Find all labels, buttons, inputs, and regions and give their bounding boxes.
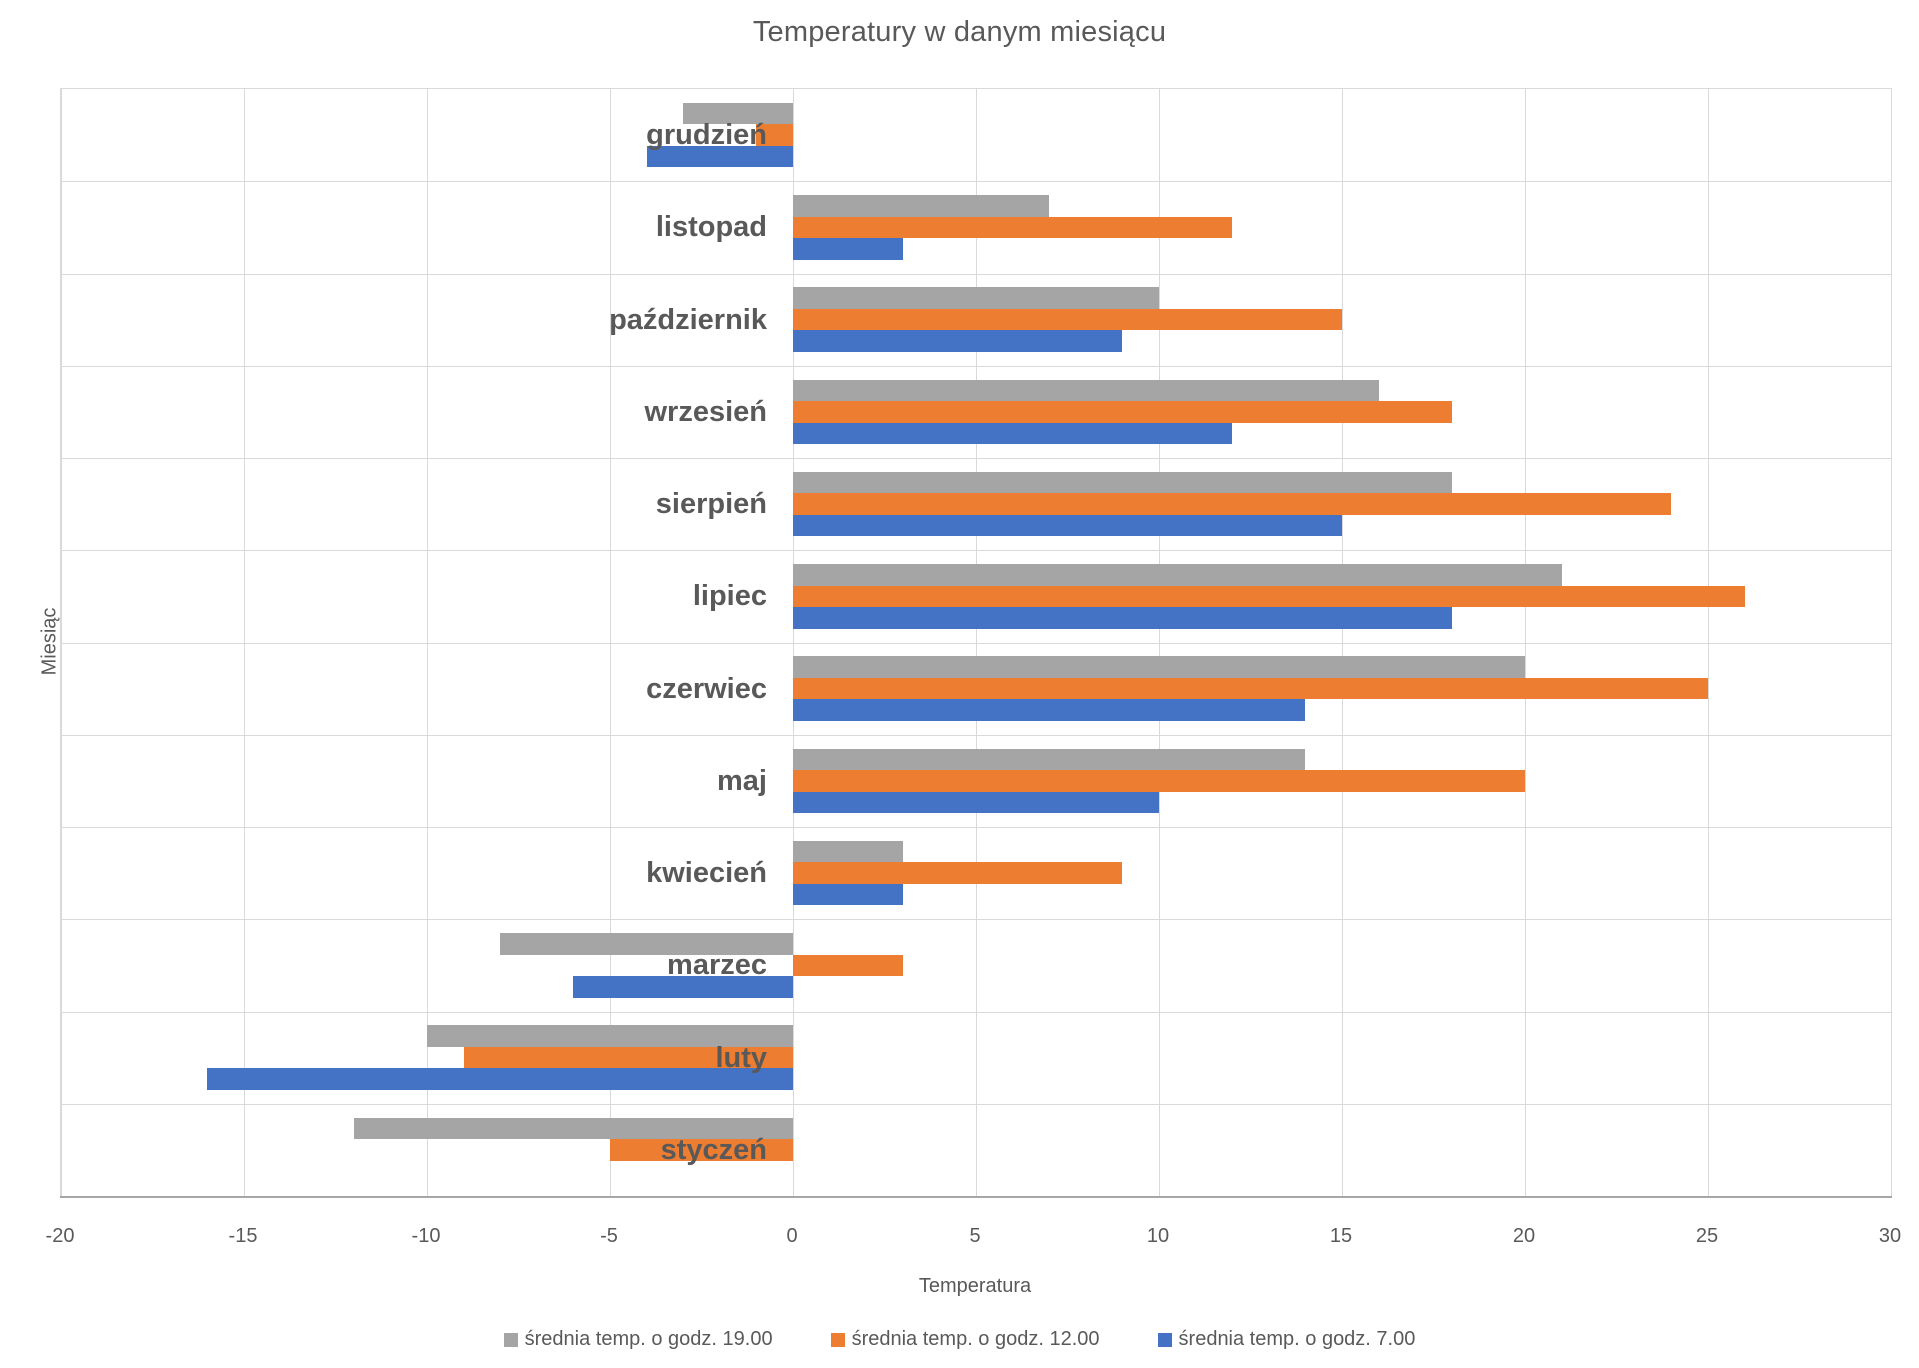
legend-label: średnia temp. o godz. 7.00 — [1178, 1328, 1416, 1350]
x-tick-label: 5 — [969, 1225, 981, 1247]
bar-czerwiec — [793, 656, 1525, 678]
bar-grudzień — [646, 145, 793, 168]
legend-swatch-icon — [503, 1332, 518, 1347]
gridline-horizontal — [61, 734, 1891, 736]
bar-czerwiec — [793, 699, 1306, 721]
bar-listopad — [793, 238, 903, 260]
plot-area: grudzień listopad październik wrzesień sierp… — [60, 88, 1892, 1198]
legend-item: średnia temp. o godz. 7.00 — [1157, 1328, 1416, 1351]
bar-sierpień — [793, 493, 1672, 515]
gridline-horizontal — [61, 642, 1891, 644]
bar-marzec — [500, 933, 793, 955]
bar-październik — [793, 330, 1123, 352]
bar-październik — [793, 287, 1159, 309]
bar-wrzesień — [793, 401, 1452, 423]
legend-label: średnia temp. o godz. 12.00 — [851, 1328, 1100, 1350]
legend-item: średnia temp. o godz. 19.00 — [503, 1328, 773, 1351]
bar-październik — [793, 308, 1342, 331]
bar-czerwiec — [793, 677, 1708, 700]
bar-maj — [793, 748, 1306, 771]
bar-styczeń — [610, 1139, 793, 1161]
bar-marzec — [573, 976, 793, 998]
bar-sierpień — [793, 471, 1452, 494]
x-tick-label: -5 — [600, 1225, 618, 1247]
bar-kwiecień — [793, 840, 903, 863]
bar-luty — [427, 1025, 793, 1047]
bar-maj — [793, 770, 1525, 792]
category-label-luty: luty — [715, 1041, 767, 1074]
x-tick-label: 0 — [786, 1225, 798, 1247]
x-axis-title: Temperatura — [918, 1275, 1032, 1297]
bar-wrzesień — [793, 379, 1379, 402]
bar-lipiec — [793, 585, 1745, 608]
x-tick-label: -15 — [228, 1225, 258, 1247]
category-label-styczeń: styczeń — [660, 1133, 767, 1166]
bar-luty — [207, 1068, 793, 1090]
chart-title: Temperatury w danym miesiącu — [752, 16, 1167, 48]
category-label-listopad: listopad — [655, 211, 767, 244]
category-label-czerwiec: czerwiec — [646, 672, 767, 705]
bar-lipiec — [793, 607, 1452, 629]
category-label-wrzesień: wrzesień — [644, 395, 768, 428]
legend: średnia temp. o godz. 19.00 średnia temp.… — [0, 1328, 1919, 1351]
bar-grudzień — [683, 102, 793, 125]
x-tick-label: -20 — [45, 1225, 75, 1247]
bar-luty — [463, 1046, 793, 1069]
bar-marzec — [793, 954, 903, 977]
category-label-grudzień: grudzień — [646, 119, 767, 152]
gridline-horizontal — [61, 827, 1891, 828]
x-tick-label: 25 — [1695, 1225, 1719, 1247]
bar-lipiec — [793, 564, 1562, 586]
gridline-vertical — [1891, 89, 1892, 1196]
x-tick-label: 10 — [1146, 1225, 1170, 1247]
bar-grudzień — [756, 124, 793, 146]
category-label-kwiecień: kwiecień — [646, 857, 767, 890]
x-tick-label: 20 — [1512, 1225, 1536, 1247]
x-tick-label: 30 — [1878, 1225, 1902, 1247]
x-tick-label: 15 — [1329, 1225, 1353, 1247]
legend-item: średnia temp. o godz. 12.00 — [830, 1328, 1100, 1351]
gridline-horizontal — [61, 273, 1891, 275]
x-axis-line — [60, 1196, 1892, 1198]
y-axis-title: Miesiąc — [38, 607, 61, 676]
bar-listopad — [793, 195, 1050, 217]
category-label-październik: październik — [609, 303, 767, 336]
x-tick-label: -10 — [411, 1225, 441, 1247]
bar-maj — [793, 791, 1159, 814]
category-label-lipiec: lipiec — [692, 580, 767, 613]
category-label-sierpień: sierpień — [655, 488, 767, 521]
bar-wrzesień — [793, 422, 1233, 445]
category-label-marzec: marzec — [667, 949, 767, 982]
bar-styczeń — [353, 1117, 793, 1140]
gridline-horizontal — [61, 919, 1891, 921]
gridline-horizontal — [61, 458, 1891, 459]
gridline-horizontal — [61, 1103, 1891, 1105]
legend-swatch-icon — [830, 1332, 845, 1347]
bar-kwiecień — [793, 883, 903, 906]
bar-listopad — [793, 216, 1233, 239]
gridline-horizontal — [61, 365, 1891, 367]
category-label-maj: maj — [717, 764, 767, 797]
gridline-horizontal — [61, 181, 1891, 183]
legend-label: średnia temp. o godz. 19.00 — [524, 1328, 773, 1350]
legend-swatch-icon — [1157, 1332, 1172, 1347]
bar-kwiecień — [793, 862, 1123, 884]
bar-sierpień — [793, 514, 1342, 537]
gridline-horizontal — [61, 550, 1891, 552]
gridline-horizontal — [61, 1011, 1891, 1013]
